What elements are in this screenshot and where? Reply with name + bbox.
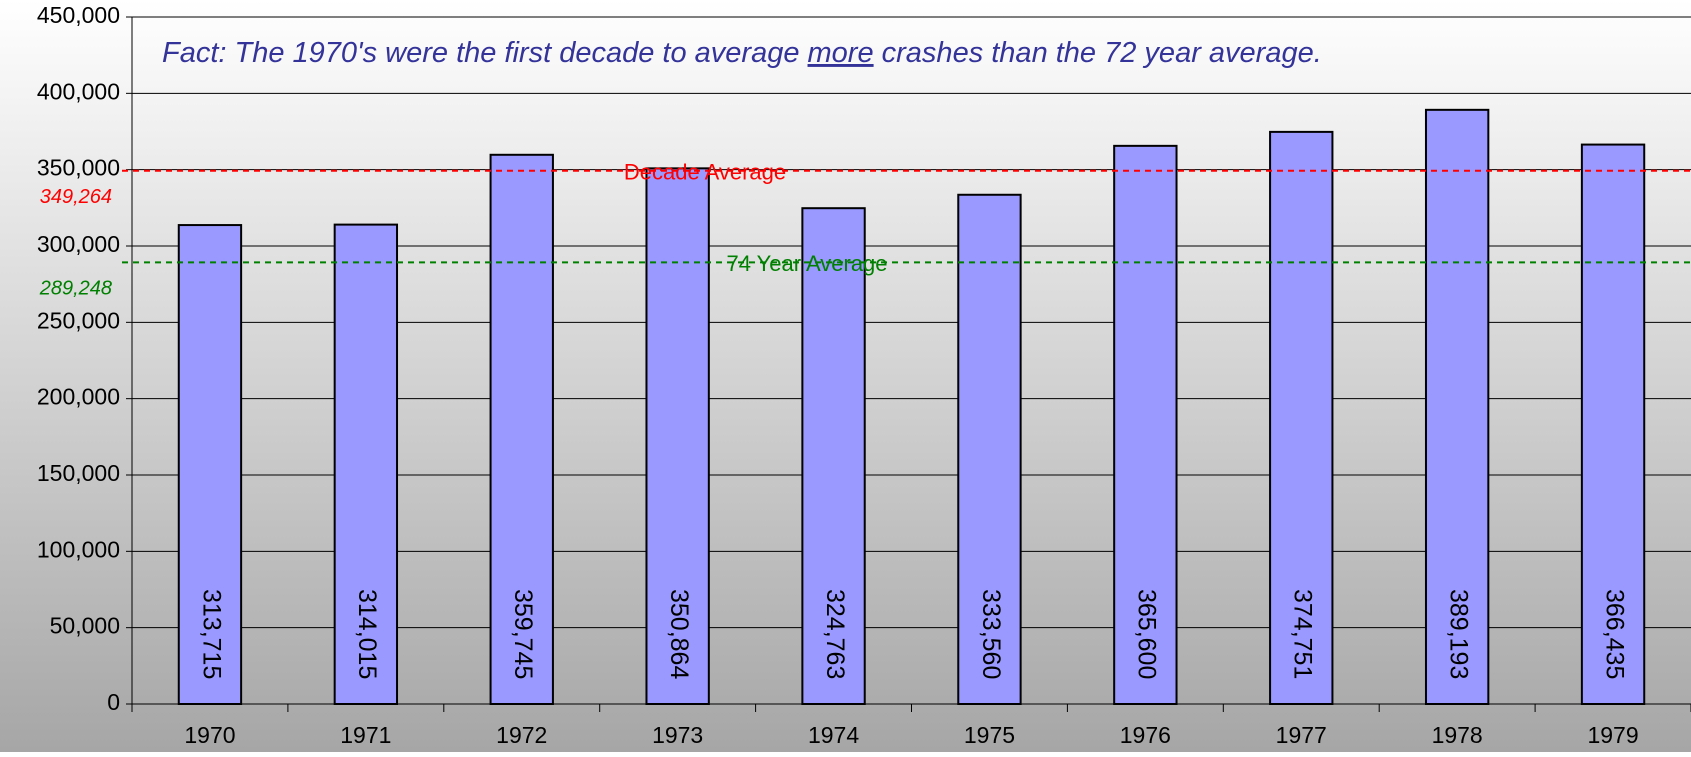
value-label: 350,864 (665, 589, 693, 679)
chart-title: Fact: The 1970's were the first decade t… (162, 37, 1322, 69)
title-part: crashes than the 72 year average. (874, 37, 1322, 69)
x-tick-label: 1978 (1432, 722, 1483, 748)
y-tick-label: 100,000 (37, 536, 120, 562)
y-tick-label: 200,000 (37, 384, 120, 410)
bar (957, 193, 1022, 705)
value-label: 313,715 (197, 589, 225, 679)
bar (645, 167, 710, 705)
reference-value: 349,264 (40, 186, 112, 208)
bar (177, 224, 243, 705)
x-tick-label: 1976 (1120, 722, 1171, 748)
y-tick-label: 350,000 (37, 155, 120, 181)
bar (333, 223, 399, 705)
x-tick-label: 1970 (184, 722, 235, 748)
value-label: 314,015 (353, 589, 381, 679)
y-tick-label: 450,000 (37, 2, 120, 28)
bar (801, 207, 866, 705)
value-label: 374,751 (1289, 589, 1317, 679)
reference-name: Decade Average (624, 160, 786, 185)
bar (1113, 144, 1178, 706)
value-label: 333,560 (977, 589, 1005, 679)
value-label: 365,600 (1133, 589, 1161, 679)
x-tick-label: 1979 (1587, 722, 1638, 748)
y-tick-label: 50,000 (50, 613, 120, 639)
x-tick-label: 1974 (808, 722, 859, 748)
y-tick-label: 400,000 (37, 78, 120, 104)
value-label: 359,745 (509, 589, 537, 679)
reference-name: 74 Year Average (726, 251, 887, 276)
x-tick-label: 1975 (964, 722, 1015, 748)
value-label: 324,763 (821, 589, 849, 679)
y-tick-label: 0 (107, 689, 120, 715)
bar (1269, 130, 1334, 706)
x-tick-label: 1972 (496, 722, 547, 748)
bar (489, 153, 554, 705)
bar (1580, 143, 1646, 705)
y-tick-label: 250,000 (37, 307, 120, 333)
value-label: 389,193 (1445, 589, 1473, 679)
reference-value: 289,248 (39, 278, 112, 300)
title-part: Fact: The 1970's were the first decade t… (162, 37, 808, 69)
x-tick-label: 1977 (1276, 722, 1327, 748)
x-tick-label: 1973 (652, 722, 703, 748)
y-tick-label: 150,000 (37, 460, 120, 486)
title-emphasis: more (808, 37, 874, 69)
value-label: 366,435 (1600, 589, 1628, 679)
x-tick-label: 1971 (340, 722, 391, 748)
bar (1424, 108, 1490, 705)
y-tick-label: 300,000 (37, 231, 120, 257)
